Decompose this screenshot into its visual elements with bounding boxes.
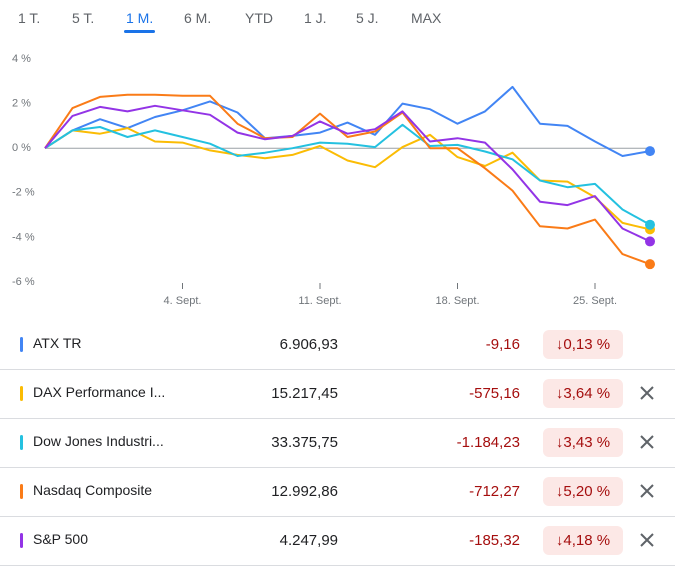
quote-price: 6.906,93 <box>279 336 338 353</box>
y-tick-label: 2 % <box>12 98 31 110</box>
quote-change: -575,16 <box>469 385 520 402</box>
close-icon <box>640 435 654 449</box>
range-tab[interactable]: 1 J. <box>304 10 327 26</box>
quote-change: -712,27 <box>469 483 520 500</box>
end-dot <box>645 146 655 157</box>
remove-button[interactable] <box>636 431 658 453</box>
quote-price: 12.992,86 <box>271 483 338 500</box>
x-tick-label: 4. Sept. <box>164 295 202 307</box>
range-tab[interactable]: 1 T. <box>18 10 41 26</box>
close-icon <box>640 484 654 498</box>
y-tick-label: -4 % <box>12 231 35 243</box>
y-tick-label: 4 % <box>12 53 31 65</box>
quote-row: Dow Jones Industri... 33.375,75 -1.184,23 ↓… <box>0 418 675 468</box>
remove-button[interactable] <box>636 382 658 404</box>
quote-change-pill: ↓3,64 % <box>543 379 623 408</box>
quote-name: S&P 500 <box>33 531 89 547</box>
quote-row: S&P 500 4.247,99 -185,32 ↓4,18 % <box>0 516 675 566</box>
range-tab[interactable]: MAX <box>411 10 442 26</box>
quote-row: DAX Performance I... 15.217,45 -575,16 ↓3,6… <box>0 369 675 419</box>
series-swatch <box>20 484 23 499</box>
chart: 4 % 2 % 0 % -2 % -4 % -6 % 4. Sept. 11. Sept. 18… <box>12 53 655 307</box>
series-line <box>44 123 651 226</box>
x-tick-label: 11. Sept. <box>298 295 341 307</box>
range-tab[interactable]: 5 T. <box>72 10 95 26</box>
end-dot <box>645 236 655 247</box>
end-dot <box>645 259 655 270</box>
quote-price: 33.375,75 <box>271 434 338 451</box>
series-line <box>44 104 651 243</box>
close-icon <box>640 533 654 547</box>
quote-change: -185,32 <box>469 532 520 549</box>
end-dot <box>645 219 655 230</box>
quote-change-pill: ↓4,18 % <box>543 526 623 555</box>
range-tabs: 1 T. 5 T. 1 M. 6 M. YTD 1 J. 5 J. MAX <box>0 0 675 36</box>
quote-name: Nasdaq Composite <box>33 482 153 498</box>
quote-change-pill: ↓3,43 % <box>543 428 623 457</box>
close-icon <box>640 386 654 400</box>
quote-change-pill: ↓5,20 % <box>543 477 623 506</box>
series-swatch <box>20 386 23 401</box>
series-line <box>44 93 651 266</box>
quote-row: ATX TR 6.906,93 -9,16 ↓0,13 % <box>0 320 675 370</box>
quote-price: 4.247,99 <box>279 532 338 549</box>
quote-row: Nasdaq Composite 12.992,86 -712,27 ↓5,20 % <box>0 467 675 517</box>
y-tick-label: 0 % <box>12 142 31 154</box>
series-line <box>44 127 651 231</box>
range-tab[interactable]: 5 J. <box>356 10 379 26</box>
series-swatch <box>20 337 23 352</box>
quote-change: -1.184,23 <box>456 434 520 451</box>
quote-name: Dow Jones Industri... <box>33 433 164 449</box>
y-tick-label: -6 % <box>12 276 35 288</box>
range-tab[interactable]: YTD <box>245 10 273 26</box>
series-swatch <box>20 435 23 450</box>
x-tick-label: 25. Sept. <box>573 295 617 307</box>
range-tab[interactable]: 6 M. <box>184 10 212 26</box>
quote-name: DAX Performance I... <box>33 384 166 400</box>
series-swatch <box>20 533 23 548</box>
remove-button[interactable] <box>636 529 658 551</box>
x-tick-label: 18. Sept. <box>435 295 479 307</box>
range-tab[interactable]: 1 M. <box>123 10 156 33</box>
quote-price: 15.217,45 <box>271 385 338 402</box>
quote-change: -9,16 <box>485 336 520 353</box>
quote-change-pill: ↓0,13 % <box>543 330 623 359</box>
quote-name: ATX TR <box>33 335 82 351</box>
y-tick-label: -2 % <box>12 187 35 199</box>
series-line <box>44 85 651 157</box>
remove-button[interactable] <box>636 480 658 502</box>
